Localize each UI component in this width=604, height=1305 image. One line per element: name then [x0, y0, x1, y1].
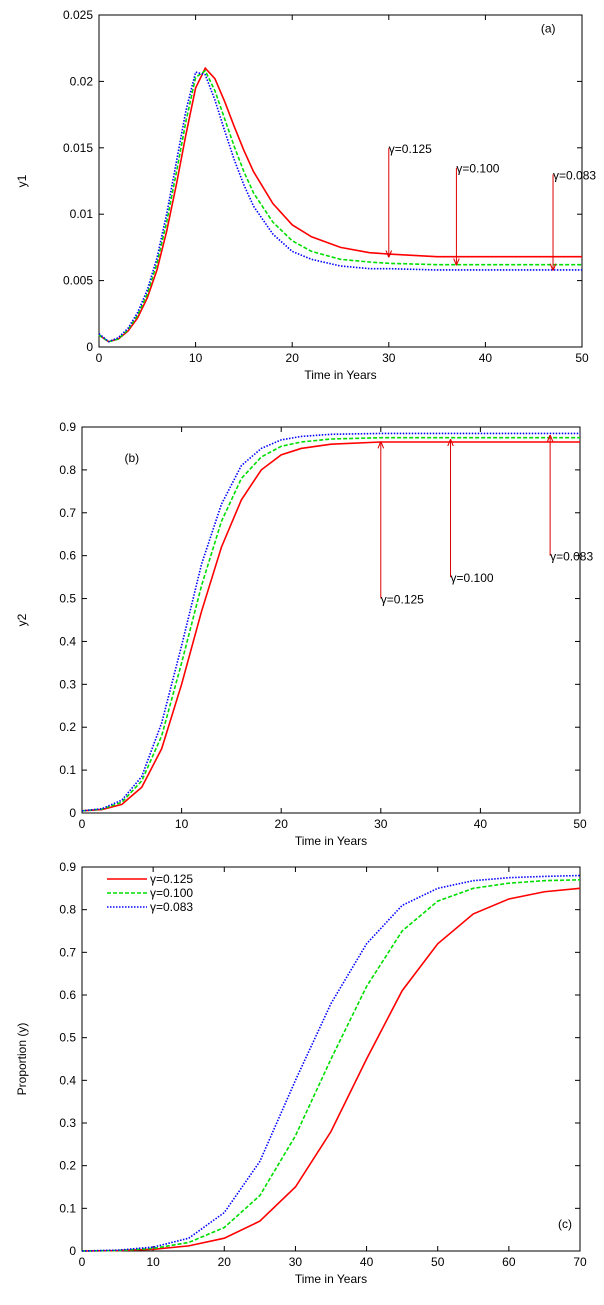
x-axis-label: Time in Years	[295, 1272, 367, 1286]
x-tick-label: 40	[360, 1255, 374, 1269]
y-axis-label: y1	[15, 174, 29, 187]
x-tick-label: 20	[218, 1255, 232, 1269]
series-line	[81, 436, 580, 812]
y-tick-label: 0.7	[59, 945, 76, 959]
y-tick-label: 0.8	[59, 463, 76, 477]
x-tick-label: 20	[286, 351, 300, 365]
y-tick-label: 0.015	[63, 141, 93, 155]
y-tick-label: 0.5	[59, 1031, 76, 1045]
x-tick-label: 10	[189, 351, 203, 365]
y-tick-label: 0.9	[59, 860, 76, 874]
x-tick-label: 50	[431, 1255, 445, 1269]
y-tick-label: 0.02	[70, 74, 94, 88]
x-tick-label: 20	[275, 817, 289, 831]
y-tick-label: 0.7	[59, 506, 76, 520]
annotation-text: γ=0.100	[451, 571, 494, 585]
x-axis-label: Time in Years	[304, 368, 376, 382]
series-line	[81, 874, 581, 1252]
x-tick-label: 30	[382, 351, 396, 365]
series-line	[98, 69, 582, 343]
legend-label: γ=0.125	[150, 872, 193, 886]
annotation-text: γ=0.083	[553, 168, 596, 182]
y-tick-label: 0	[86, 340, 93, 354]
x-tick-label: 10	[175, 817, 189, 831]
y-tick-label: 0.9	[59, 420, 76, 434]
plot-frame	[98, 14, 583, 348]
panel-label: (a)	[541, 21, 556, 35]
x-tick-label: 0	[79, 1255, 86, 1269]
y-tick-label: 0.005	[63, 274, 93, 288]
series-line	[81, 887, 581, 1252]
y-tick-label: 0.8	[59, 903, 76, 917]
x-tick-label: 40	[479, 351, 493, 365]
x-tick-label: 30	[374, 817, 388, 831]
x-tick-label: 40	[474, 817, 488, 831]
y-tick-label: 0.01	[70, 207, 94, 221]
x-tick-label: 30	[289, 1255, 303, 1269]
x-tick-label: 50	[575, 351, 589, 365]
y-tick-label: 0.2	[59, 1159, 76, 1173]
y-tick-label: 0.4	[59, 1073, 76, 1087]
plot-frame	[81, 426, 581, 814]
x-tick-label: 0	[79, 817, 86, 831]
y-tick-label: 0.6	[59, 549, 76, 563]
series-line	[98, 66, 582, 343]
annotation-text: γ=0.100	[456, 162, 499, 176]
series-line	[98, 71, 582, 343]
y-tick-label: 0.6	[59, 988, 76, 1002]
annotation-text: γ=0.083	[550, 550, 593, 564]
plot-frame	[81, 866, 581, 1252]
x-tick-label: 50	[573, 817, 587, 831]
y-tick-label: 0.4	[59, 634, 76, 648]
y-tick-label: 0	[69, 1244, 76, 1258]
y-tick-label: 0.5	[59, 592, 76, 606]
annotation-text: γ=0.125	[381, 593, 424, 607]
legend-label: γ=0.083	[150, 900, 193, 914]
series-line	[81, 441, 580, 812]
y-tick-label: 0	[69, 806, 76, 820]
x-tick-label: 10	[146, 1255, 160, 1269]
y-axis-label: Proportion (y)	[15, 1023, 29, 1096]
x-axis-label: Time in Years	[295, 834, 367, 848]
y-axis-label: y2	[15, 613, 29, 626]
legend-label: γ=0.100	[150, 886, 193, 900]
y-tick-label: 0.1	[59, 763, 76, 777]
y-tick-label: 0.3	[59, 677, 76, 691]
panel-label: (c)	[558, 1217, 572, 1231]
annotation-text: γ=0.125	[389, 142, 432, 156]
panel-label: (b)	[124, 451, 139, 465]
x-tick-label: 0	[96, 351, 103, 365]
series-line	[81, 432, 580, 812]
x-tick-label: 60	[502, 1255, 516, 1269]
y-tick-label: 0.2	[59, 720, 76, 734]
y-tick-label: 0.3	[59, 1116, 76, 1130]
y-tick-label: 0.1	[59, 1201, 76, 1215]
y-tick-label: 0.025	[63, 8, 93, 22]
x-tick-label: 70	[573, 1255, 587, 1269]
series-line	[81, 879, 581, 1252]
